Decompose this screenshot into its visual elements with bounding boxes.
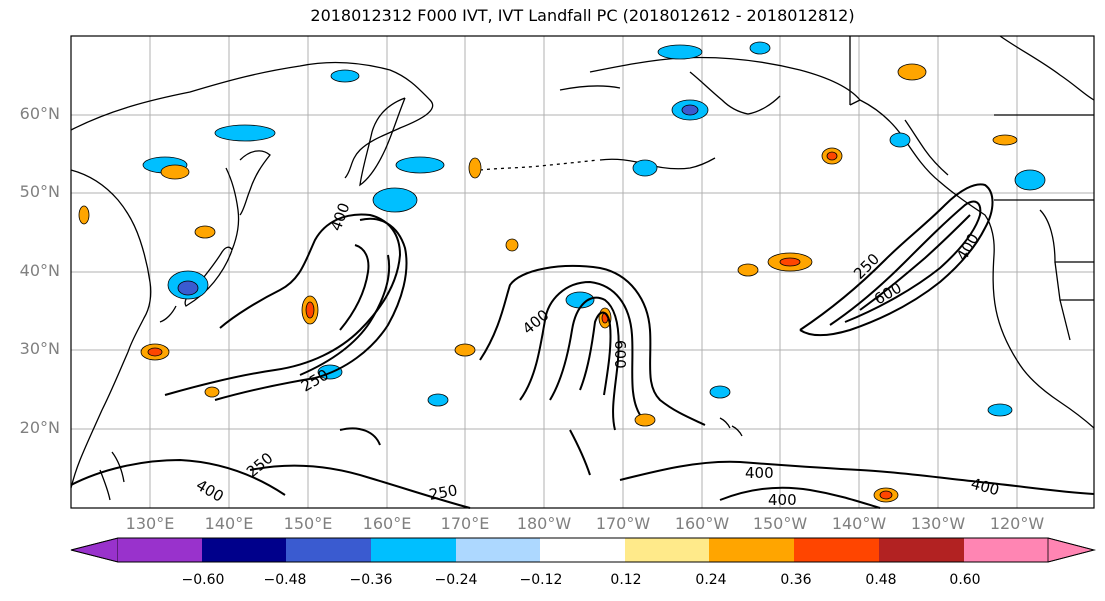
colorbar-tick-label: −0.12 <box>519 572 563 588</box>
lon-label: 130°E <box>125 514 175 533</box>
lon-label: 140°W <box>831 514 887 533</box>
lon-label: 170°W <box>595 514 651 533</box>
colorbar-segment <box>794 538 879 562</box>
lon-label: 140°E <box>204 514 254 533</box>
ivt-contours <box>70 183 1095 509</box>
contour-label: 600 <box>611 340 629 369</box>
colorbar-outline <box>70 537 1096 563</box>
lon-label: 160°E <box>362 514 412 533</box>
colorbar-tick-label: −0.24 <box>434 572 478 588</box>
colorbar-segment <box>456 538 541 562</box>
lat-label: 20°N <box>19 418 60 437</box>
colorbar-segment <box>540 538 625 562</box>
colorbar-extend-low <box>70 537 119 563</box>
lon-label: 130°W <box>910 514 966 533</box>
lon-label: 150°E <box>283 514 333 533</box>
colorbar-segment <box>879 538 964 562</box>
lon-label: 180°W <box>516 514 572 533</box>
colorbar-tick-label: 0.60 <box>949 572 981 588</box>
contour-label: 250 <box>428 481 459 504</box>
colorbar-tick-label: 0.12 <box>610 572 642 588</box>
lon-label: 150°W <box>752 514 808 533</box>
colorbar-tick-label: −0.60 <box>181 572 225 588</box>
colorbar-extend-high <box>1047 537 1096 563</box>
colorbar-segment <box>964 538 1048 562</box>
lat-label: 30°N <box>19 339 60 358</box>
colorbar-segment <box>371 538 456 562</box>
colorbar-segment <box>625 538 710 562</box>
colorbar-tick-label: 0.36 <box>780 572 812 588</box>
lon-label: 160°W <box>674 514 730 533</box>
colorbar-tick-label: 0.24 <box>695 572 727 588</box>
map-title: 2018012312 F000 IVT, IVT Landfall PC (20… <box>310 6 855 25</box>
contour-label: 400 <box>745 464 774 482</box>
lon-label: 170°E <box>440 514 490 533</box>
colorbar-segment <box>709 538 794 562</box>
colorbar-segment <box>286 538 371 562</box>
lat-label: 50°N <box>19 182 60 201</box>
colorbar-segment <box>202 538 287 562</box>
lat-label: 60°N <box>19 104 60 123</box>
lat-label: 40°N <box>19 261 60 280</box>
lon-label: 120°W <box>989 514 1045 533</box>
colorbar-tick-label: −0.36 <box>349 572 393 588</box>
graticule <box>71 36 1094 508</box>
colorbar-segment <box>118 538 202 562</box>
colorbar <box>70 537 1096 563</box>
contour-label: 400 <box>768 491 797 509</box>
map-frame <box>70 35 1095 509</box>
coastlines <box>70 35 1095 501</box>
colorbar-tick-label: 0.48 <box>865 572 897 588</box>
pc-shading <box>78 41 1046 503</box>
colorbar-tick-label: −0.48 <box>263 572 307 588</box>
